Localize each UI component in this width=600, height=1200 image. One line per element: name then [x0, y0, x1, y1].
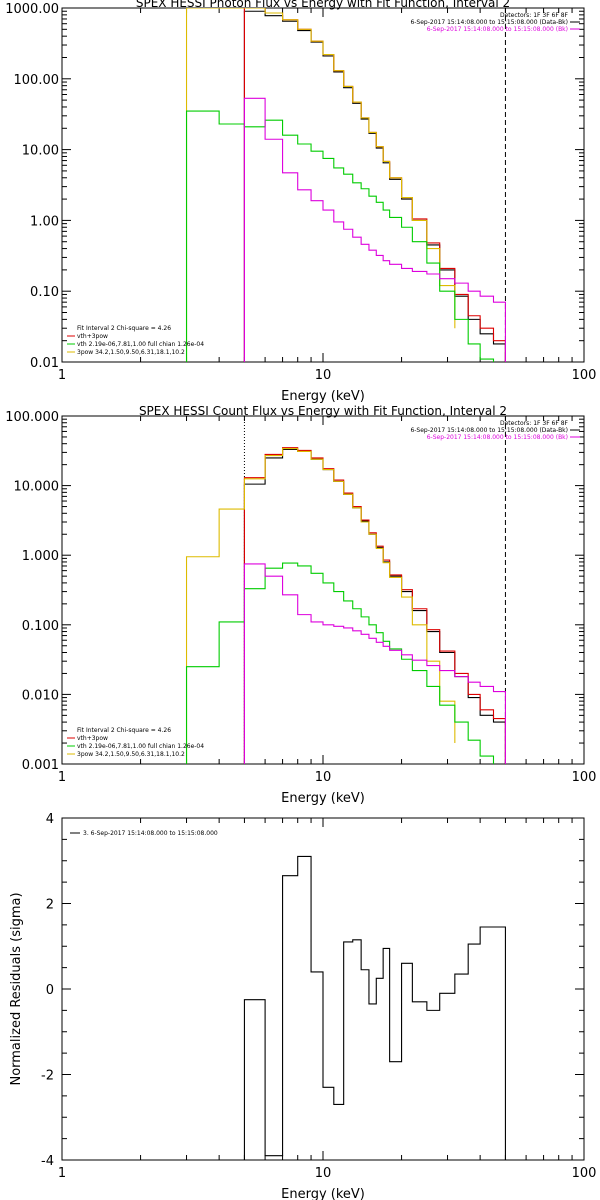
- x-tick-label: 1: [58, 368, 66, 383]
- y-tick-label: 0.010: [22, 688, 59, 703]
- legend-entry: 6-Sep-2017 15:14:08.000 to 15:15:08.000 …: [410, 427, 568, 434]
- series-vth: [185, 562, 495, 764]
- y-tick-label: 1000.00: [5, 2, 59, 17]
- legend-entry: vth+3pow: [77, 735, 108, 742]
- legend-entry: 6-Sep-2017 15:14:08.000 to 15:15:08.000 …: [427, 26, 568, 33]
- y-tick-label: 1.00: [30, 214, 59, 229]
- series-bk: [243, 97, 506, 362]
- legend-entry: 6-Sep-2017 15:14:08.000 to 15:15:08.000 …: [410, 19, 568, 26]
- y-tick-label: 2: [46, 898, 54, 913]
- chart-1: 1 10 100 0.01 0.10 1.00 10.00 100.00 1000.00 SPEX…: [5, 0, 596, 404]
- legend-entry: Detectors: 1F 3F 6F 8F: [500, 12, 569, 19]
- legend-entry: Detectors: 1F 3F 6F 8F: [500, 420, 569, 427]
- legend-entry: Fit Interval 2 Chi-square = 4.26: [77, 727, 171, 734]
- x-tick-label: 10: [315, 770, 332, 785]
- y-axis-label: Normalized Residuals (sigma): [9, 892, 24, 1085]
- y-tick-label: 100.00: [14, 73, 60, 88]
- series-3pow: [185, 448, 456, 764]
- chart-title: SPEX HESSI Photon Flux vs Energy with Fi…: [136, 0, 510, 10]
- y-tick-label: 10.00: [22, 144, 59, 159]
- series-3-6-sep-2017-15-14-08-000-to-15-15-08-000: [243, 855, 506, 1160]
- legend-entry: 3pow 34.2,1.50,9.50,6.31,18.1,10.2: [77, 751, 185, 758]
- y-tick-label: 4: [46, 812, 54, 827]
- y-tick-label: 100.000: [5, 410, 59, 425]
- series-data-bk: [243, 448, 506, 764]
- y-tick-label: 0.001: [22, 758, 59, 773]
- x-tick-label: 100: [572, 1166, 597, 1181]
- y-tick-label: -2: [41, 1069, 54, 1084]
- series-data-bk: [243, 10, 506, 362]
- chart-title: SPEX HESSI Count Flux vs Energy with Fit…: [139, 404, 507, 418]
- x-tick-label: 10: [315, 1166, 332, 1181]
- x-tick-label: 10: [315, 368, 332, 383]
- legend-entry: vth 2.19e-06,7.81,1.00 full chian 1.26e-…: [77, 743, 204, 750]
- y-tick-label: 0.10: [30, 285, 59, 300]
- legend-entry: 3pow 34.2,1.50,9.50,6.31,18.1,10.2: [77, 349, 185, 356]
- legend-entry: vth+3pow: [77, 333, 108, 340]
- x-tick-label: 1: [58, 1166, 66, 1181]
- y-tick-label: 0.100: [22, 619, 59, 634]
- series-3pow: [185, 8, 456, 362]
- y-tick-label: -4: [41, 1154, 54, 1169]
- x-tick-label: 100: [572, 770, 597, 785]
- y-tick-label: 0.01: [30, 356, 59, 371]
- x-tick-label: 1: [58, 770, 66, 785]
- legend-entry: 3. 6-Sep-2017 15:14:08.000 to 15:15:08.0…: [83, 830, 218, 837]
- legend-entry: vth 2.19e-06,7.81,1.00 full chian 1.26e-…: [77, 341, 204, 348]
- chart-3: 1 10 100 -4 -2 0 2 4 Energy (keV) Normalized Resi…: [9, 812, 596, 1200]
- series-vth-3pow: [243, 8, 506, 362]
- series-bk: [243, 563, 506, 764]
- x-tick-label: 100: [572, 368, 597, 383]
- y-tick-label: 1.000: [22, 549, 59, 564]
- data-layer: [185, 8, 506, 362]
- y-tick-label: 0: [46, 983, 54, 998]
- x-axis-label: Energy (keV): [281, 389, 365, 404]
- series-vth-3pow: [243, 447, 506, 764]
- data-layer: [243, 855, 506, 1160]
- legend-entry: Fit Interval 2 Chi-square = 4.26: [77, 325, 171, 332]
- chart-2: 1 10 100 0.001 0.010 0.100 1.000 10.000 100.000 S…: [5, 404, 596, 806]
- data-layer: [185, 416, 506, 764]
- x-axis-label: Energy (keV): [281, 1187, 365, 1200]
- x-axis-label: Energy (keV): [281, 791, 365, 806]
- y-tick-label: 10.000: [14, 480, 60, 495]
- legend-entry: 6-Sep-2017 15:14:08.000 to 15:15:08.000 …: [427, 434, 568, 441]
- series-vth: [185, 110, 495, 362]
